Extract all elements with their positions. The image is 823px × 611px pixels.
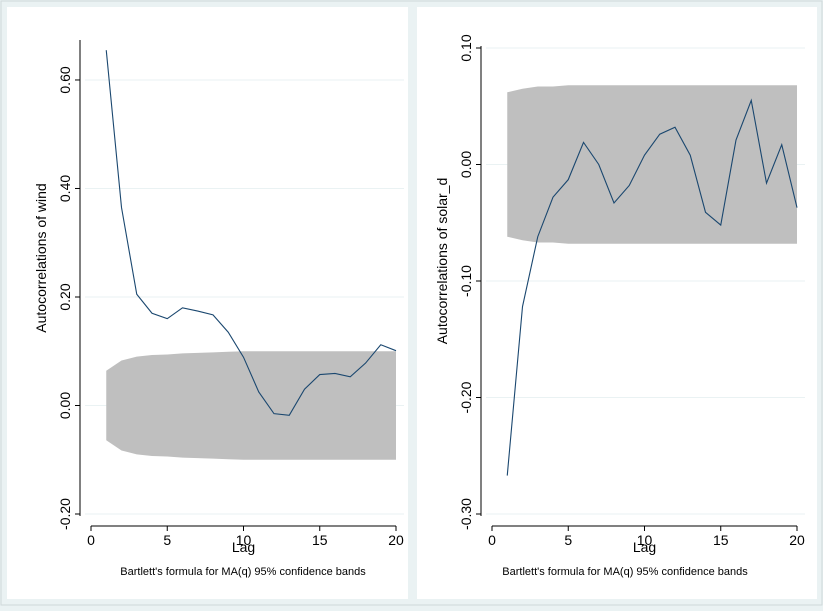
wind-chart: -0.20 0.00 0.20 0.40 0.60 0 5 10 15 20 Autocorrela… [33,40,404,578]
panel-wind-background [7,7,408,599]
solar-note: Bartlett's formula for MA(q) 95% confide… [502,566,748,578]
solar-xtick-label: 5 [564,532,572,548]
solar-xtick-label: 10 [637,532,653,548]
wind-acf-line [105,50,397,416]
wind-xtick-label: 0 [87,532,95,548]
solar-y-axis-title: Autocorrelations of solar_d [434,178,450,345]
wind-xtick-label: 20 [388,532,404,548]
wind-ytick-label: 0.20 [57,283,73,310]
solar-xtick-label: 15 [713,532,729,548]
wind-confidence-band [106,351,396,460]
wind-xtick-label: 5 [163,532,171,548]
solar-x-axis-title: Lag [633,539,656,555]
wind-ytick-label: 0.60 [57,66,73,93]
solar-ytick-label: -0.30 [458,498,474,530]
wind-xtick-label: 10 [236,532,252,548]
solar-ytick-label: -0.10 [458,265,474,297]
wind-ytick-label: -0.20 [57,498,73,530]
solar-ytick-label: -0.20 [458,381,474,413]
solar-ytick-label: 0.10 [458,34,474,61]
wind-ytick-label: 0.00 [57,392,73,419]
solar-acf-line [506,98,798,476]
solar-confidence-band [507,85,797,244]
solar-xtick-label: 20 [789,532,805,548]
wind-xtick-label: 15 [312,532,328,548]
solar-ytick-label: 0.00 [458,151,474,178]
wind-x-axis-title: Lag [232,539,255,555]
solar-chart: -0.30 -0.20 -0.10 0.00 0.10 0 5 10 15 20 Autocorre… [434,34,805,578]
wind-y-axis-title: Autocorrelations of wind [33,183,49,332]
wind-note: Bartlett's formula for MA(q) 95% confide… [120,566,366,578]
wind-ytick-label: 0.40 [57,175,73,202]
solar-xtick-label: 0 [488,532,496,548]
